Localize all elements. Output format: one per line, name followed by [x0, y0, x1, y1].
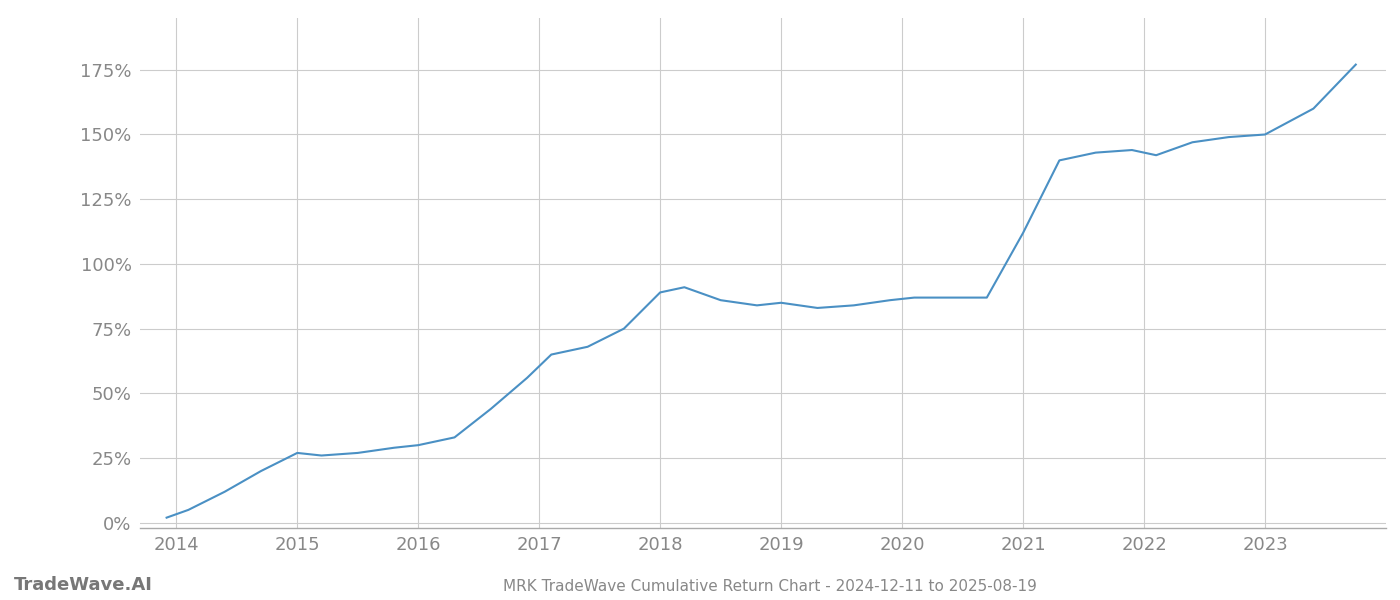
Text: MRK TradeWave Cumulative Return Chart - 2024-12-11 to 2025-08-19: MRK TradeWave Cumulative Return Chart - … [503, 579, 1037, 594]
Text: TradeWave.AI: TradeWave.AI [14, 576, 153, 594]
